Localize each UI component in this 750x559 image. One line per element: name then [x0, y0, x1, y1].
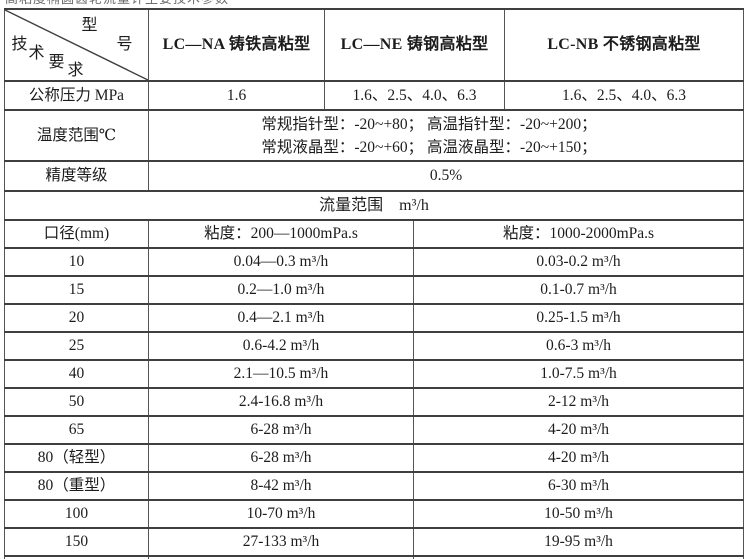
flow-row-dn40: 40 2.1—10.5 m³/h 1.0-7.5 m³/h — [4, 359, 745, 389]
model-header-row: 型 号 技 术 要 求 LC—NA 铸铁高粘型 LC—NE 铸钢高粘型 LC-N… — [4, 8, 745, 82]
dn-cell: 40 — [4, 359, 149, 389]
flow-row-dn25: 25 0.6-4.2 m³/h 0.6-3 m³/h — [4, 331, 745, 361]
flow-row-dn150: 150 27-133 m³/h 19-95 m³/h — [4, 527, 745, 557]
flow-low-cell: 2.1—10.5 m³/h — [148, 359, 414, 389]
accuracy-value: 0.5% — [147, 160, 745, 192]
clipped-heading-fragment: 高粘度椭圆齿轮流量计主要技术参数 — [5, 0, 305, 5]
flow-high-cell: 2-12 m³/h — [412, 387, 745, 417]
flow-row-dn50: 50 2.4-16.8 m³/h 2-12 m³/h — [4, 387, 745, 417]
flow-high-cell: 4-20 m³/h — [412, 415, 745, 445]
temperature-line-lcd: 常规液晶型：-20~+60； 高温液晶型：-20~+150； — [261, 138, 597, 156]
corner-char-req-3: 要 — [48, 54, 65, 71]
temperature-label: 温度范围℃ — [4, 109, 149, 162]
flow-row-dn20: 20 0.4—2.1 m³/h 0.25-1.5 m³/h — [4, 303, 745, 333]
flow-header-diameter: 口径(mm) — [4, 219, 149, 249]
flow-high-cell: 0.1-0.7 m³/h — [412, 275, 745, 305]
flow-high-cell: 19-95 m³/h — [412, 527, 745, 557]
model-header-lcnb: LC-NB 不锈钢高粘型 — [504, 8, 745, 82]
pressure-value-lcnb: 1.6、2.5、4.0、6.3 — [504, 80, 745, 111]
flow-header-row: 口径(mm) 粘度：200—1000mPa.s 粘度：1000-2000mPa.… — [4, 219, 745, 249]
flow-row-dn80-heavy: 80（重型） 8-42 m³/h 6-30 m³/h — [4, 471, 745, 501]
flow-high-cell: 0.25-1.5 m³/h — [412, 303, 745, 333]
flow-low-cell: 2.4-16.8 m³/h — [148, 387, 414, 417]
flow-low-cell: 6-28 m³/h — [148, 415, 414, 445]
accuracy-row: 精度等级 0.5% — [4, 160, 745, 192]
flow-low-cell: 6-28 m³/h — [148, 443, 414, 473]
dn-cell: 150 — [4, 527, 149, 557]
temperature-line-pointer: 常规指针型：-20~+80； 高温指针型：-20~+200； — [261, 115, 597, 133]
dn-cell: 20 — [4, 303, 149, 333]
pressure-value-lcne: 1.6、2.5、4.0、6.3 — [323, 80, 506, 111]
flow-high-cell: 1.0-7.5 m³/h — [412, 359, 745, 389]
spec-table: 型 号 技 术 要 求 LC—NA 铸铁高粘型 LC—NE 铸钢高粘型 LC-N… — [3, 8, 745, 559]
flow-title-row: 流量范围 m³/h — [3, 190, 745, 221]
corner-char-model-2: 号 — [116, 36, 133, 53]
corner-char-req-1: 技 — [11, 36, 28, 53]
dn-cell: 80（重型） — [4, 471, 149, 501]
flow-high-cell: 0.6-3 m³/h — [412, 331, 745, 361]
flow-high-cell: 34-170 m³/h — [412, 555, 745, 559]
dn-cell: 65 — [4, 415, 149, 445]
flow-low-cell: 8-42 m³/h — [148, 471, 414, 501]
pressure-row: 公称压力 MPa 1.6 1.6、2.5、4.0、6.3 1.6、2.5、4.0… — [4, 80, 745, 111]
flow-row-dn100: 100 10-70 m³/h 10-50 m³/h — [4, 499, 745, 529]
flow-high-cell: 6-30 m³/h — [412, 471, 745, 501]
flow-low-cell: 27-133 m³/h — [148, 527, 414, 557]
flow-row-dn10: 10 0.04—0.3 m³/h 0.03-0.2 m³/h — [4, 247, 745, 277]
flow-header-viscosity-low: 粘度：200—1000mPa.s — [148, 219, 414, 249]
flow-row-dn15: 15 0.2—1.0 m³/h 0.1-0.7 m³/h — [4, 275, 745, 305]
flow-row-dn80-light: 80（轻型） 6-28 m³/h 4-20 m³/h — [4, 443, 745, 473]
model-header-lcne: LC—NE 铸钢高粘型 — [323, 8, 506, 82]
flow-low-cell: 0.4—2.1 m³/h — [148, 303, 414, 333]
flow-low-cell: 0.2—1.0 m³/h — [148, 275, 414, 305]
dn-cell: 10 — [4, 247, 149, 277]
dn-cell: 15 — [4, 275, 149, 305]
temperature-value-cell: 常规指针型：-20~+80； 高温指针型：-20~+200； 常规液晶型：-20… — [147, 109, 745, 162]
model-header-lcna: LC—NA 铸铁高粘型 — [148, 8, 325, 82]
flow-section-title: 流量范围 m³/h — [3, 190, 745, 221]
pressure-label: 公称压力 MPa — [4, 80, 149, 111]
flow-low-cell: 10-70 m³/h — [148, 499, 414, 529]
dn-cell: 25 — [4, 331, 149, 361]
clipped-heading-text: 高粘度椭圆齿轮流量计主要技术参数 — [5, 0, 305, 5]
flow-row-dn200: 200 48-238 m³/h 34-170 m³/h — [4, 555, 745, 559]
flow-low-cell: 0.6-4.2 m³/h — [148, 331, 414, 361]
corner-char-req-4: 求 — [67, 62, 84, 79]
corner-cell: 型 号 技 术 要 求 — [4, 8, 149, 82]
dn-cell: 80（轻型） — [4, 443, 149, 473]
flow-high-cell: 0.03-0.2 m³/h — [412, 247, 745, 277]
corner-char-model-1: 型 — [81, 17, 98, 34]
pressure-value-lcna: 1.6 — [148, 80, 325, 111]
flow-low-cell: 0.04—0.3 m³/h — [148, 247, 414, 277]
flow-high-cell: 4-20 m³/h — [412, 443, 745, 473]
corner-char-req-2: 术 — [28, 45, 45, 62]
flow-header-viscosity-high: 粘度：1000-2000mPa.s — [412, 219, 745, 249]
accuracy-label: 精度等级 — [4, 160, 149, 192]
flow-high-cell: 10-50 m³/h — [412, 499, 745, 529]
dn-cell: 100 — [4, 499, 149, 529]
temperature-row: 温度范围℃ 常规指针型：-20~+80； 高温指针型：-20~+200； 常规液… — [4, 109, 745, 162]
flow-row-dn65: 65 6-28 m³/h 4-20 m³/h — [4, 415, 745, 445]
diagonal-divider-line — [5, 11, 148, 79]
dn-cell: 50 — [4, 387, 149, 417]
